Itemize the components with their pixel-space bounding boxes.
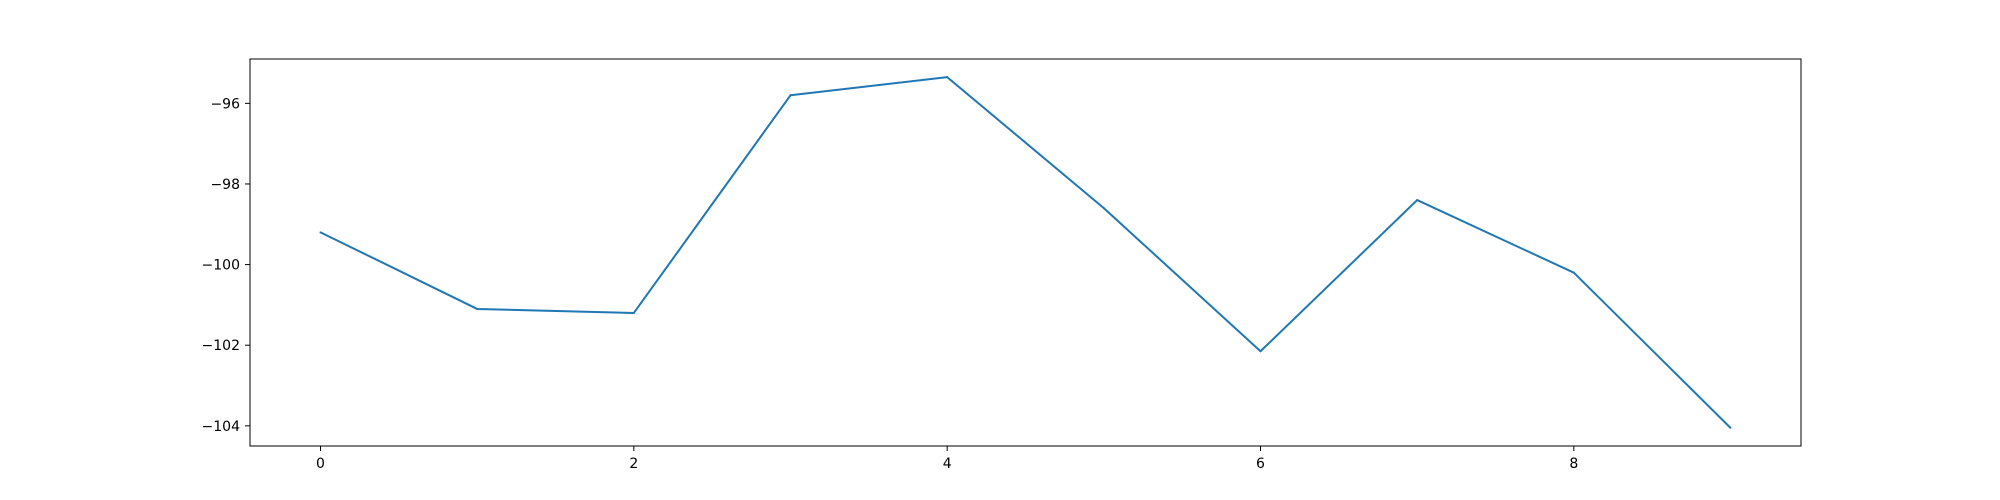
- data-point: [1572, 271, 1575, 274]
- y-tick-label: −96: [210, 96, 240, 112]
- x-axis-ticks: 0 2 4 6 8: [316, 446, 1578, 472]
- x-tick-label: 0: [316, 456, 325, 472]
- data-point: [1259, 350, 1262, 353]
- y-tick-label: −102: [202, 338, 240, 354]
- data-point: [789, 94, 792, 97]
- data-point: [632, 311, 635, 314]
- x-tick-label: 6: [1256, 456, 1265, 472]
- series-layer: [319, 76, 1732, 429]
- data-point: [476, 307, 479, 310]
- y-tick-label: −100: [202, 258, 240, 274]
- x-tick-label: 2: [629, 456, 638, 472]
- y-axis-ticks: −104 −102 −100 −98 −96: [202, 96, 250, 435]
- series-line: [320, 76, 1732, 429]
- data-point: [1416, 199, 1419, 202]
- data-point: [319, 231, 322, 234]
- x-tick-label: 8: [1569, 456, 1578, 472]
- y-tick-label: −98: [210, 177, 240, 193]
- axes-frame: [249, 58, 1802, 447]
- data-point: [946, 76, 949, 79]
- data-point: [1729, 426, 1732, 429]
- data-point: [1102, 207, 1105, 210]
- x-tick-label: 4: [943, 456, 952, 472]
- y-tick-label: −104: [202, 419, 241, 435]
